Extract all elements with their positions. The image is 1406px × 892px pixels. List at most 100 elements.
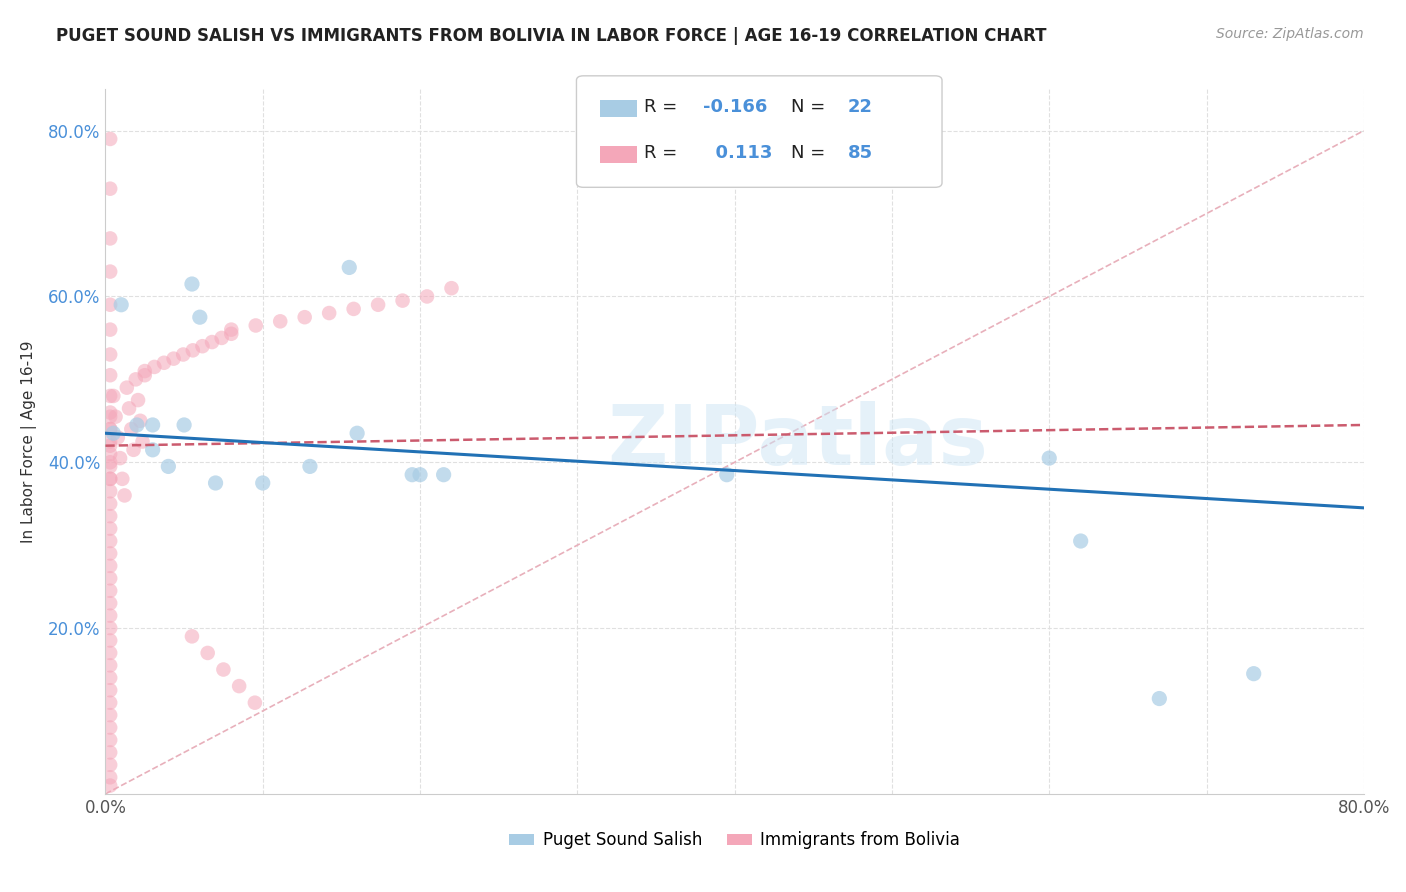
Immigrants from Bolivia (104, 409, 127, 424)
Immigrants from Bolivia (98, 264, 121, 278)
Text: N =: N = (792, 98, 831, 116)
Puget Sound Salish (142, 417, 165, 432)
Puget Sound Salish (181, 277, 204, 291)
Puget Sound Salish (157, 459, 180, 474)
Immigrants from Bolivia (98, 583, 121, 598)
Immigrants from Bolivia (98, 509, 121, 524)
Immigrants from Bolivia (98, 231, 121, 245)
Immigrants from Bolivia (98, 708, 121, 723)
Immigrants from Bolivia (162, 351, 184, 366)
Immigrants from Bolivia (294, 310, 316, 325)
Immigrants from Bolivia (98, 770, 121, 784)
Immigrants from Bolivia (219, 326, 242, 341)
Puget Sound Salish (409, 467, 432, 482)
Puget Sound Salish (110, 298, 132, 312)
Puget Sound Salish (1243, 666, 1265, 681)
Puget Sound Salish (188, 310, 211, 325)
Immigrants from Bolivia (98, 455, 121, 469)
Immigrants from Bolivia (98, 522, 121, 536)
Immigrants from Bolivia (201, 334, 224, 349)
Immigrants from Bolivia (219, 323, 242, 337)
Immigrants from Bolivia (120, 422, 142, 436)
Immigrants from Bolivia (98, 389, 121, 403)
Puget Sound Salish (298, 459, 321, 474)
Immigrants from Bolivia (197, 646, 219, 660)
Puget Sound Salish (173, 417, 195, 432)
Immigrants from Bolivia (191, 339, 214, 353)
Immigrants from Bolivia (318, 306, 340, 320)
Immigrants from Bolivia (245, 318, 267, 333)
Immigrants from Bolivia (343, 301, 366, 316)
Immigrants from Bolivia (108, 451, 131, 466)
Text: Source: ZipAtlas.com: Source: ZipAtlas.com (1216, 27, 1364, 41)
Immigrants from Bolivia (243, 696, 266, 710)
Puget Sound Salish (346, 426, 368, 441)
Immigrants from Bolivia (153, 356, 176, 370)
Immigrants from Bolivia (98, 447, 121, 461)
Immigrants from Bolivia (172, 347, 194, 361)
Puget Sound Salish (252, 475, 274, 490)
Immigrants from Bolivia (134, 368, 156, 383)
Immigrants from Bolivia (98, 746, 121, 760)
Immigrants from Bolivia (98, 298, 121, 312)
Text: 85: 85 (848, 145, 873, 162)
Immigrants from Bolivia (98, 472, 121, 486)
Puget Sound Salish (125, 417, 148, 432)
Immigrants from Bolivia (98, 323, 121, 337)
Immigrants from Bolivia (98, 422, 121, 436)
Immigrants from Bolivia (98, 683, 121, 698)
Immigrants from Bolivia (212, 663, 235, 677)
Text: N =: N = (792, 145, 831, 162)
Immigrants from Bolivia (440, 281, 463, 295)
Puget Sound Salish (716, 467, 738, 482)
Puget Sound Salish (337, 260, 360, 275)
Immigrants from Bolivia (98, 534, 121, 549)
Immigrants from Bolivia (118, 401, 141, 416)
Immigrants from Bolivia (98, 439, 121, 453)
Immigrants from Bolivia (98, 571, 121, 585)
Text: R =: R = (644, 145, 683, 162)
Immigrants from Bolivia (131, 434, 153, 449)
Puget Sound Salish (103, 426, 125, 441)
Immigrants from Bolivia (98, 621, 121, 635)
Immigrants from Bolivia (134, 364, 156, 378)
Immigrants from Bolivia (98, 596, 121, 610)
Immigrants from Bolivia (125, 372, 148, 386)
Immigrants from Bolivia (416, 289, 439, 303)
Immigrants from Bolivia (98, 671, 121, 685)
Immigrants from Bolivia (98, 721, 121, 735)
Immigrants from Bolivia (103, 389, 125, 403)
Immigrants from Bolivia (98, 757, 121, 772)
Immigrants from Bolivia (98, 497, 121, 511)
Immigrants from Bolivia (122, 442, 145, 457)
Immigrants from Bolivia (111, 472, 134, 486)
Puget Sound Salish (1149, 691, 1171, 706)
Immigrants from Bolivia (269, 314, 291, 328)
Immigrants from Bolivia (107, 430, 129, 444)
Text: PUGET SOUND SALISH VS IMMIGRANTS FROM BOLIVIA IN LABOR FORCE | AGE 16-19 CORRELA: PUGET SOUND SALISH VS IMMIGRANTS FROM BO… (56, 27, 1046, 45)
Immigrants from Bolivia (129, 414, 152, 428)
Immigrants from Bolivia (98, 546, 121, 560)
Y-axis label: In Labor Force | Age 16-19: In Labor Force | Age 16-19 (21, 340, 37, 543)
Text: -0.166: -0.166 (703, 98, 768, 116)
Immigrants from Bolivia (228, 679, 250, 693)
Immigrants from Bolivia (98, 347, 121, 361)
Immigrants from Bolivia (98, 733, 121, 747)
Immigrants from Bolivia (98, 779, 121, 793)
Immigrants from Bolivia (98, 658, 121, 673)
Immigrants from Bolivia (98, 646, 121, 660)
Puget Sound Salish (142, 442, 165, 457)
Immigrants from Bolivia (143, 359, 166, 374)
Immigrants from Bolivia (98, 434, 121, 449)
Immigrants from Bolivia (391, 293, 413, 308)
Immigrants from Bolivia (98, 484, 121, 499)
Immigrants from Bolivia (98, 472, 121, 486)
Immigrants from Bolivia (115, 381, 138, 395)
Immigrants from Bolivia (98, 368, 121, 383)
Puget Sound Salish (204, 475, 226, 490)
Immigrants from Bolivia (98, 608, 121, 623)
Text: ZIPatlas: ZIPatlas (607, 401, 988, 482)
Immigrants from Bolivia (114, 488, 136, 502)
Immigrants from Bolivia (98, 409, 121, 424)
Puget Sound Salish (401, 467, 423, 482)
